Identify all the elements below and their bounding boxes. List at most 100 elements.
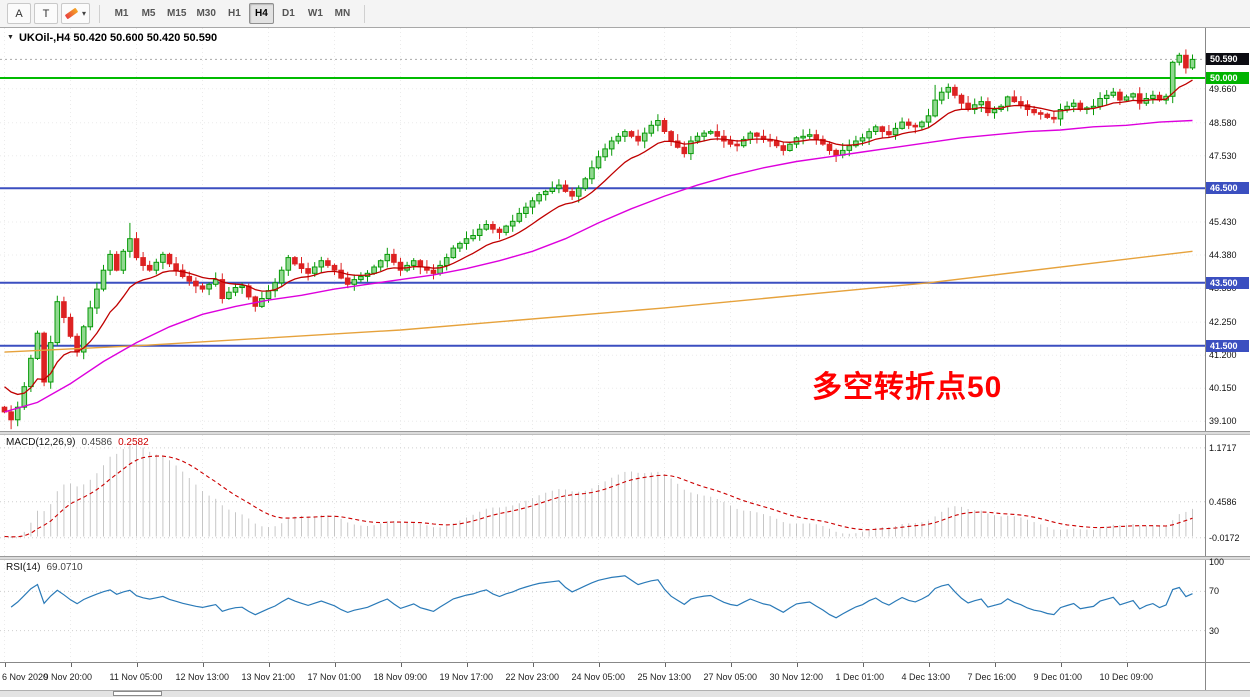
time-tick <box>400 663 402 667</box>
time-tick <box>4 663 6 667</box>
color-tool-button[interactable]: ▾ <box>61 3 91 24</box>
macd-label-text: MACD(12,26,9) <box>6 437 76 448</box>
time-axis-label: 27 Nov 05:00 <box>703 672 758 682</box>
ma-magenta-line <box>4 119 1193 413</box>
time-tick <box>1060 663 1062 667</box>
price-axis-label: 45.430 <box>1209 216 1237 227</box>
price-axis-border <box>1205 28 1206 690</box>
time-tick <box>928 663 930 667</box>
text-tool-button[interactable]: T <box>34 3 58 24</box>
macd-histogram <box>10 443 1193 538</box>
timeframe-mn-button[interactable]: MN <box>330 3 355 24</box>
toolbar: A T ▾ M1 M5 M15 M30 H1 H4 D1 W1 MN <box>0 0 1250 28</box>
time-tick <box>70 663 72 667</box>
price-axis-badge: 41.500 <box>1206 339 1249 352</box>
price-axis-label: 47.530 <box>1209 150 1237 161</box>
macd-label: MACD(12,26,9) 0.4586 0.2582 <box>6 437 149 448</box>
time-tick <box>796 663 798 667</box>
macd-chart-svg[interactable] <box>0 435 1205 556</box>
macd-axis-label: 1.1717 <box>1209 442 1237 453</box>
timeframe-m5-button[interactable]: M5 <box>136 3 161 24</box>
toolbar-separator <box>99 4 101 23</box>
macd-axis-label: -0.0172 <box>1209 532 1240 543</box>
time-axis-label: 24 Nov 05:00 <box>571 672 626 682</box>
time-axis-label: 22 Nov 23:00 <box>505 672 560 682</box>
price-axis-label: 39.100 <box>1209 416 1237 427</box>
macd-value-main: 0.4586 <box>81 437 113 448</box>
crayon-icon <box>64 7 79 20</box>
time-axis-label: 12 Nov 13:00 <box>175 672 230 682</box>
time-tick <box>598 663 600 667</box>
time-tick <box>136 663 138 667</box>
chart-title: ▼ UKOil-,H4 50.420 50.600 50.420 50.590 <box>7 32 217 44</box>
macd-signal-line <box>4 455 1193 538</box>
timeframe-h4-button[interactable]: H4 <box>248 3 274 24</box>
toolbar-separator <box>363 4 365 23</box>
rsi-label: RSI(14) 69.0710 <box>6 562 83 573</box>
panel-splitter-macd[interactable] <box>0 431 1250 435</box>
time-axis-label: 17 Nov 01:00 <box>307 672 362 682</box>
price-axis-label: 49.660 <box>1209 83 1237 94</box>
time-tick <box>664 663 666 667</box>
time-axis-label: 9 Dec 01:00 <box>1033 672 1083 682</box>
price-axis-badge: 50.590 <box>1206 53 1249 66</box>
price-axis-label: 42.250 <box>1209 317 1237 328</box>
timeframe-d1-button[interactable]: D1 <box>276 3 301 24</box>
scrollbar-thumb[interactable] <box>113 691 162 696</box>
price-axis-label: 44.380 <box>1209 250 1237 261</box>
time-axis-label: 10 Dec 09:00 <box>1099 672 1154 682</box>
price-axis-label: 40.150 <box>1209 383 1237 394</box>
chart-title-text: UKOil-,H4 50.420 50.600 50.420 50.590 <box>18 32 218 44</box>
timeframe-m30-button[interactable]: M30 <box>192 3 219 24</box>
cursor-tool-button[interactable]: A <box>7 3 31 24</box>
rsi-axis-label: 70 <box>1209 586 1220 597</box>
price-axis-badge: 46.500 <box>1206 182 1249 195</box>
price-chart-svg[interactable] <box>0 28 1205 431</box>
time-axis-label: 9 Nov 20:00 <box>43 672 93 682</box>
timeframe-h1-button[interactable]: H1 <box>222 3 247 24</box>
price-axis-label: 48.580 <box>1209 117 1237 128</box>
time-tick <box>268 663 270 667</box>
dropdown-arrow-icon: ▾ <box>82 9 87 18</box>
time-axis-label: 30 Nov 12:00 <box>769 672 824 682</box>
time-tick <box>532 663 534 667</box>
time-axis-label: 19 Nov 17:00 <box>439 672 494 682</box>
macd-value-signal: 0.2582 <box>118 437 149 448</box>
time-tick <box>466 663 468 667</box>
rsi-axis-label: 100 <box>1209 557 1225 567</box>
horizontal-scrollbar[interactable] <box>0 690 1250 697</box>
time-tick <box>202 663 204 667</box>
annotation-text[interactable]: 多空转折点50 <box>812 371 1003 404</box>
time-axis-label: 13 Nov 21:00 <box>241 672 296 682</box>
time-axis-label: 18 Nov 09:00 <box>373 672 428 682</box>
price-axis-label: 41.200 <box>1209 350 1237 361</box>
time-tick <box>334 663 336 667</box>
timeframe-w1-button[interactable]: W1 <box>303 3 328 24</box>
price-axis-badge: 50.000 <box>1206 72 1249 84</box>
time-axis-label: 1 Dec 01:00 <box>835 672 885 682</box>
rsi-value: 69.0710 <box>46 562 83 573</box>
ma-orange-line <box>4 250 1193 353</box>
time-axis-border <box>0 662 1250 663</box>
time-tick <box>730 663 732 667</box>
time-axis-label: 11 Nov 05:00 <box>109 672 163 682</box>
timeframe-m1-button[interactable]: M1 <box>109 3 134 24</box>
time-tick <box>1126 663 1128 667</box>
time-axis-label: 6 Nov 2020 <box>2 672 49 682</box>
timeframe-group: M1 M5 M15 M30 H1 H4 D1 W1 MN <box>108 3 356 24</box>
timeframe-m15-button[interactable]: M15 <box>163 3 190 24</box>
ma-red-line <box>4 79 1193 396</box>
candles-layer <box>1 49 1196 430</box>
rsi-line <box>10 575 1193 619</box>
time-axis-label: 25 Nov 13:00 <box>637 672 692 682</box>
time-tick <box>994 663 996 667</box>
time-tick <box>862 663 864 667</box>
time-axis-label: 4 Dec 13:00 <box>901 672 951 682</box>
macd-axis-label: 0.4586 <box>1209 496 1237 507</box>
chart-menu-arrow-icon: ▼ <box>7 34 14 41</box>
rsi-label-text: RSI(14) <box>6 562 41 573</box>
time-axis-label: 7 Dec 16:00 <box>967 672 1017 682</box>
panel-splitter-rsi[interactable] <box>0 556 1250 560</box>
rsi-chart-svg[interactable] <box>0 560 1205 662</box>
